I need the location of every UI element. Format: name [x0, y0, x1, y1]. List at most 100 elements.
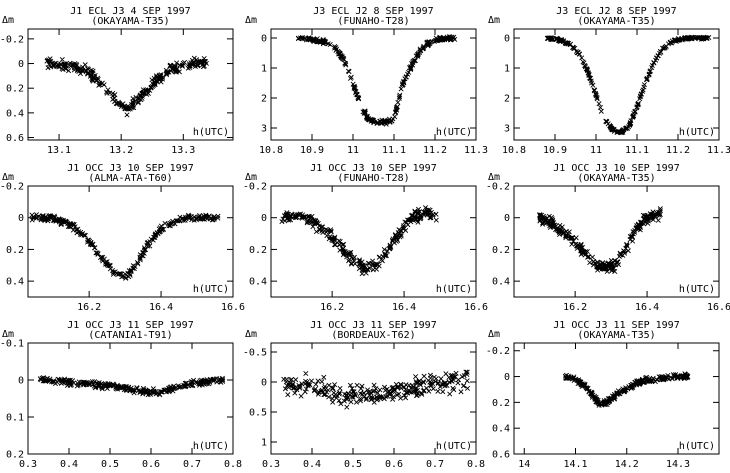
x-tick-label: 14: [518, 459, 530, 470]
y-tick-label: -0.2: [243, 182, 267, 193]
x-tick-label: 16.4: [392, 302, 416, 313]
x-axis-label: h(UTC): [436, 284, 472, 295]
y-axis-label: Δm: [2, 329, 14, 340]
chart-subtitle: (ALMA-ATA-T60): [88, 173, 172, 184]
chart-title: J3 ECL J2 8 SEP 1997: [313, 6, 433, 17]
chart-title: J1 OCC J3 11 SEP 1997: [310, 320, 436, 331]
x-tick-label: 0.3: [262, 459, 280, 470]
y-axis-label: Δm: [488, 172, 500, 183]
x-tick-label: 11.1: [625, 145, 649, 156]
x-axis-label: h(UTC): [193, 127, 229, 138]
y-tick-label: -0.2: [486, 346, 510, 357]
y-tick-label: 2: [504, 94, 510, 105]
y-axis-label: Δm: [488, 329, 500, 340]
y-tick-label: 0.2: [492, 245, 510, 256]
data-points: [37, 375, 226, 398]
y-tick-label: 1: [261, 64, 267, 75]
plot-frame: [270, 28, 477, 141]
data-points: [544, 34, 712, 136]
y-axis-label: Δm: [245, 15, 257, 26]
chart-subtitle: (OKAYAMA-T35): [91, 16, 169, 27]
plot-frame: [513, 185, 720, 298]
x-tick-label: 0.8: [467, 459, 485, 470]
plot-frame: [513, 342, 720, 455]
chart-panel-6: J1 OCC J3 10 SEP 1997(OKAYAMA-T35) Δm 16.2…: [486, 163, 730, 313]
x-tick-label: 11.2: [666, 145, 690, 156]
y-tick-label: 0.2: [6, 450, 24, 461]
x-tick-label: 0.4: [303, 459, 321, 470]
x-tick-label: 14.2: [615, 459, 639, 470]
x-tick-label: 0.5: [101, 459, 119, 470]
x-tick-label: 13.2: [109, 145, 133, 156]
y-axis-label: Δm: [245, 172, 257, 183]
plot-frame: [270, 185, 477, 298]
x-tick-label: 16.4: [149, 302, 173, 313]
chart-title: J1 OCC J3 11 SEP 1997: [553, 320, 679, 331]
chart-panel-7: J1 OCC J3 11 SEP 1997(CATANIA1-T91) Δm 0.3…: [0, 320, 242, 470]
x-tick-label: 14.3: [666, 459, 690, 470]
y-tick-label: 0: [261, 378, 267, 389]
chart-subtitle: (OKAYAMA-T35): [577, 173, 655, 184]
y-tick-label: 0: [504, 34, 510, 45]
y-tick-label: 3: [261, 124, 267, 135]
data-points: [29, 212, 221, 281]
y-tick-label: 0.6: [492, 450, 510, 461]
x-tick-label: 10.8: [502, 145, 526, 156]
x-tick-label: 13.3: [171, 145, 195, 156]
x-tick-label: 11.3: [464, 145, 488, 156]
y-tick-label: 0.2: [249, 245, 267, 256]
chart-subtitle: (CATANIA1-T91): [88, 330, 172, 341]
y-tick-label: 0.6: [6, 133, 24, 144]
x-tick-label: 16.2: [77, 302, 101, 313]
x-tick-label: 0.6: [385, 459, 403, 470]
x-tick-label: 0.8: [224, 459, 242, 470]
y-tick-label: 0.4: [492, 424, 510, 435]
y-tick-label: 0.2: [6, 84, 24, 95]
y-tick-label: 0: [261, 34, 267, 45]
plot-frame: [513, 28, 720, 141]
y-tick-label: -0.2: [486, 182, 510, 193]
y-tick-label: 0.4: [6, 277, 24, 288]
y-axis-label: Δm: [2, 15, 14, 26]
x-tick-label: 16.6: [221, 302, 245, 313]
y-tick-label: 0: [18, 376, 24, 387]
chart-title: J1 OCC J3 10 SEP 1997: [310, 163, 436, 174]
y-tick-label: 0: [504, 213, 510, 224]
x-axis-label: h(UTC): [436, 127, 472, 138]
y-axis-label: Δm: [2, 172, 14, 183]
y-tick-label: 0.1: [6, 413, 24, 424]
data-points: [562, 371, 691, 408]
x-axis-label: h(UTC): [679, 127, 715, 138]
y-tick-label: 0.2: [492, 398, 510, 409]
x-tick-label: 11.1: [382, 145, 406, 156]
y-tick-label: 0: [504, 372, 510, 383]
y-axis-label: Δm: [488, 15, 500, 26]
x-tick-label: 16.2: [563, 302, 587, 313]
x-tick-label: 16.6: [707, 302, 730, 313]
data-points: [281, 369, 471, 410]
x-tick-label: 0.5: [344, 459, 362, 470]
chart-subtitle: (OKAYAMA-T35): [577, 330, 655, 341]
x-tick-label: 0.6: [142, 459, 160, 470]
x-axis-label: h(UTC): [679, 441, 715, 452]
x-tick-label: 0.3: [19, 459, 37, 470]
chart-title: J1 ECL J3 4 SEP 1997: [70, 6, 190, 17]
y-tick-label: 0: [18, 59, 24, 70]
x-tick-label: 11: [347, 145, 359, 156]
x-tick-label: 11: [590, 145, 602, 156]
x-tick-label: 10.9: [300, 145, 324, 156]
x-tick-label: 0.7: [426, 459, 444, 470]
y-tick-label: 0: [261, 213, 267, 224]
chart-subtitle: (OKAYAMA-T35): [577, 16, 655, 27]
x-axis-label: h(UTC): [679, 284, 715, 295]
plot-frame: [270, 342, 477, 455]
x-tick-label: 16.2: [320, 302, 344, 313]
y-axis-label: Δm: [245, 329, 257, 340]
chart-subtitle: (FUNAHO-T28): [337, 16, 409, 27]
y-tick-label: 1: [261, 438, 267, 449]
x-tick-label: 10.9: [543, 145, 567, 156]
x-axis-label: h(UTC): [193, 284, 229, 295]
chart-title: J1 OCC J3 11 SEP 1997: [67, 320, 193, 331]
chart-panel-4: J1 OCC J3 10 SEP 1997(ALMA-ATA-T60) Δm 16.…: [0, 163, 245, 313]
